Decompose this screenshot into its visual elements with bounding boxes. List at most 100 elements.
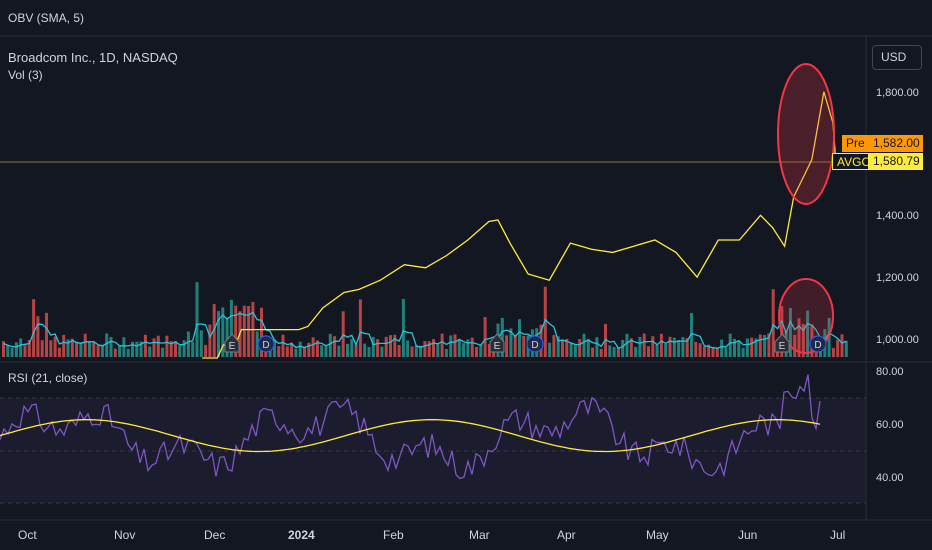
volume-bar <box>629 338 633 357</box>
earnings-marker[interactable]: E <box>489 333 505 353</box>
svg-text:D: D <box>262 340 269 351</box>
volume-bar <box>548 342 552 357</box>
volume-bar <box>36 316 40 357</box>
time-tick: Dec <box>204 528 226 542</box>
rsi-indicator-label[interactable]: RSI (21, close) <box>8 371 88 385</box>
volume-bar <box>178 345 182 357</box>
earnings-marker[interactable]: E <box>224 333 240 353</box>
volume-bar <box>354 344 358 357</box>
price-tick: 1,800.00 <box>876 87 919 99</box>
volume-bar <box>303 347 306 357</box>
volume-bar <box>651 336 655 357</box>
volume-bar <box>401 299 405 357</box>
volume-bar <box>337 345 341 357</box>
volume-bar <box>191 342 195 357</box>
volume-bar <box>143 334 147 357</box>
volume-bar <box>70 338 74 357</box>
rsi-tick: 40.00 <box>876 472 904 484</box>
volume-bar <box>389 335 392 357</box>
volume-bar <box>298 341 302 357</box>
volume-bar <box>427 341 431 357</box>
volume-bar <box>156 335 160 357</box>
dividend-marker[interactable]: D <box>257 335 275 353</box>
volume-bar <box>346 343 349 357</box>
volume-bar <box>569 342 573 357</box>
volume-bar <box>57 347 61 357</box>
volume-bar <box>255 331 259 357</box>
currency-button[interactable]: USD <box>872 45 922 70</box>
dividend-marker[interactable]: D <box>526 335 544 353</box>
rsi-ma-line <box>0 419 821 453</box>
volume-bar <box>131 341 134 357</box>
volume-bar <box>470 337 474 357</box>
volume-bar <box>754 338 758 357</box>
volume-bar <box>788 308 792 357</box>
volume-sma-line <box>3 311 847 349</box>
obv-indicator-label[interactable]: OBV (SMA, 5) <box>8 11 85 25</box>
volume-bar <box>260 307 263 357</box>
volume-bar <box>513 334 517 357</box>
volume-bar <box>290 342 294 357</box>
volume-bar <box>444 349 448 357</box>
volume-bar <box>659 333 663 357</box>
volume-bar <box>328 333 332 357</box>
volume-indicator-label[interactable]: Vol (3) <box>8 68 43 82</box>
time-tick: Oct <box>18 528 37 542</box>
volume-bar <box>767 333 771 357</box>
volume-bar <box>565 338 569 357</box>
svg-text:E: E <box>779 341 786 352</box>
volume-bar <box>100 344 104 357</box>
volume-bar <box>462 343 466 357</box>
volume-bar <box>436 344 440 357</box>
volume-bar <box>844 340 848 357</box>
volume-bar <box>556 336 560 357</box>
volume-bar <box>741 347 745 357</box>
volume-bar <box>466 339 470 357</box>
volume-bar <box>724 347 728 357</box>
volume-bar <box>578 339 582 357</box>
volume-bar <box>406 340 410 357</box>
time-tick: Apr <box>557 528 576 542</box>
volume-bar <box>728 333 732 357</box>
volume-bar <box>518 319 521 357</box>
volume-bar <box>419 345 423 357</box>
volume-bar <box>139 341 143 357</box>
volume-bar <box>350 339 354 357</box>
volume-bar <box>75 341 79 357</box>
volume-bar <box>393 334 397 357</box>
volume-bar <box>457 339 461 357</box>
volume-bar <box>806 310 810 357</box>
volume-bar <box>384 336 388 357</box>
volume-bar <box>40 340 44 357</box>
volume-bar <box>217 311 220 357</box>
volume-bar <box>591 347 595 357</box>
volume-bar <box>113 348 117 357</box>
volume-bar <box>410 346 414 357</box>
volume-bar <box>414 345 418 357</box>
volume-bar <box>380 346 384 357</box>
volume-bar <box>53 336 57 357</box>
volume-bar <box>681 337 685 357</box>
volume-bar <box>672 337 676 357</box>
volume-bar <box>27 340 31 357</box>
volume-bar <box>694 341 698 357</box>
earnings-marker[interactable]: E <box>774 333 790 353</box>
volume-bar <box>62 334 66 357</box>
volume-bar <box>750 337 754 357</box>
volume-bar <box>122 337 126 357</box>
volume-bar <box>664 344 668 357</box>
volume-bar <box>677 340 681 357</box>
volume-bar <box>23 345 27 357</box>
volume-bar <box>272 339 276 357</box>
dividend-marker[interactable]: D <box>809 335 827 353</box>
volume-bar <box>737 340 741 357</box>
volume-bar <box>79 342 83 357</box>
volume-bar <box>595 337 599 357</box>
volume-bar <box>621 340 625 357</box>
volume-bar <box>793 334 797 357</box>
volume-bar <box>668 336 672 357</box>
volume-bar <box>66 339 70 357</box>
volume-bar <box>324 345 328 357</box>
volume-bar <box>500 317 504 357</box>
